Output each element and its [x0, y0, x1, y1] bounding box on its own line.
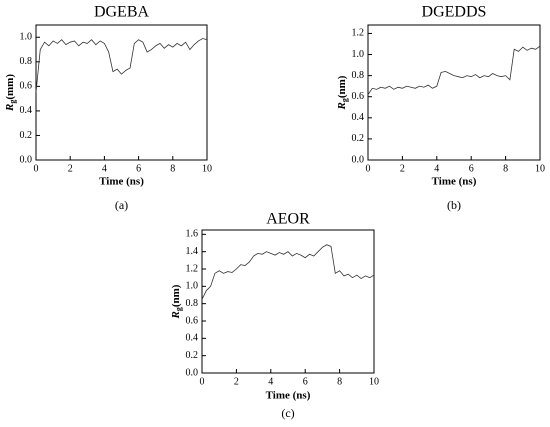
- x-tick-label: 2: [400, 163, 405, 174]
- x-tick-label: 2: [68, 163, 73, 174]
- y-label-symbol: R: [4, 104, 16, 112]
- y-tick-label: 1.0: [352, 49, 365, 60]
- x-tick-label: 8: [337, 376, 342, 387]
- y-tick-label: 0.8: [352, 70, 365, 81]
- x-tick-label: 4: [434, 163, 439, 174]
- panel: DGEBA 0 2 4 6 8 10 0.0 0.2 0.4 0.6 0.8 1.0 Time (ns) R…: [4, 4, 212, 212]
- y-tick-label: 1.0: [20, 32, 33, 43]
- y-label-unit: (nm): [170, 284, 182, 307]
- y-label-subscript: g: [174, 307, 183, 311]
- x-tick-label: 10: [535, 163, 545, 174]
- x-tick-label: 0: [200, 376, 205, 387]
- plot-frame: [367, 24, 541, 161]
- y-axis-label: Rg(mm): [4, 74, 17, 112]
- x-tick-label: 0: [366, 163, 371, 174]
- plot-frame: [35, 24, 208, 161]
- x-tick-label: 10: [202, 163, 212, 174]
- chart-title: DGEDDS: [422, 4, 487, 21]
- y-axis-label: Rg(nm): [336, 75, 349, 110]
- x-tick-label: 6: [303, 376, 308, 387]
- x-axis-label: Time (ns): [99, 176, 144, 188]
- x-tick-label: 4: [102, 163, 107, 174]
- y-label-unit: (nm): [336, 75, 348, 98]
- x-tick-label: 2: [234, 376, 239, 387]
- y-label-symbol: R: [336, 102, 348, 110]
- chart-title: AEOR: [266, 211, 310, 228]
- x-tick-label: 4: [268, 376, 273, 387]
- y-tick-label: 0.0: [352, 154, 365, 165]
- x-tick-label: 0: [34, 163, 39, 174]
- panel: DGEDDS 0 2 4 6 8 10 0.0 0.2 0.4 0.6 0.8 1.0 1.2 Time (…: [336, 4, 545, 212]
- y-label-subscript: g: [8, 100, 17, 104]
- y-tick-label: 0.8: [20, 56, 33, 67]
- y-tick-label: 1.6: [186, 229, 199, 240]
- panel-label: (b): [447, 198, 461, 212]
- y-tick-label: 0.6: [20, 81, 33, 92]
- y-tick-label: 0.0: [20, 154, 33, 165]
- x-tick-label: 8: [170, 163, 175, 174]
- y-axis-label: Rg(nm): [170, 284, 183, 319]
- x-axis-label: Time (ns): [266, 390, 311, 402]
- x-tick-label: 6: [136, 163, 141, 174]
- y-tick-label: 1.4: [186, 246, 199, 257]
- y-tick-label: 1.2: [186, 263, 199, 274]
- data-line: [201, 244, 375, 300]
- plot-frame: [201, 229, 375, 374]
- panel-label: (c): [281, 406, 294, 420]
- y-tick-label: 0.2: [352, 133, 365, 144]
- y-tick-label: 0.2: [20, 130, 33, 141]
- y-label-subscript: g: [340, 98, 349, 102]
- y-tick-label: 1.2: [352, 28, 365, 39]
- panel: AEOR 0 2 4 6 8 10 0.0 0.2 0.4 0.6 0.8 1.0 1.2 1.4 1.6 Ti…: [170, 211, 379, 420]
- y-tick-label: 1.0: [186, 281, 199, 292]
- y-tick-label: 0.4: [20, 105, 33, 116]
- x-axis-label: Time (ns): [432, 176, 477, 188]
- y-tick-label: 0.2: [186, 350, 199, 361]
- chart-title: DGEBA: [94, 4, 150, 21]
- y-tick-label: 0.8: [186, 298, 199, 309]
- y-tick-label: 0.6: [352, 91, 365, 102]
- y-label-symbol: R: [170, 311, 182, 319]
- data-line: [35, 38, 208, 93]
- x-tick-label: 10: [369, 376, 379, 387]
- y-tick-label: 0.4: [186, 333, 199, 344]
- panel-label: (a): [115, 198, 128, 212]
- y-label-unit: (mm): [4, 74, 16, 100]
- x-tick-label: 6: [469, 163, 474, 174]
- y-tick-label: 0.0: [186, 367, 199, 378]
- y-tick-label: 0.4: [352, 112, 365, 123]
- data-line: [367, 45, 541, 95]
- x-tick-label: 8: [503, 163, 508, 174]
- y-tick-label: 0.6: [186, 315, 199, 326]
